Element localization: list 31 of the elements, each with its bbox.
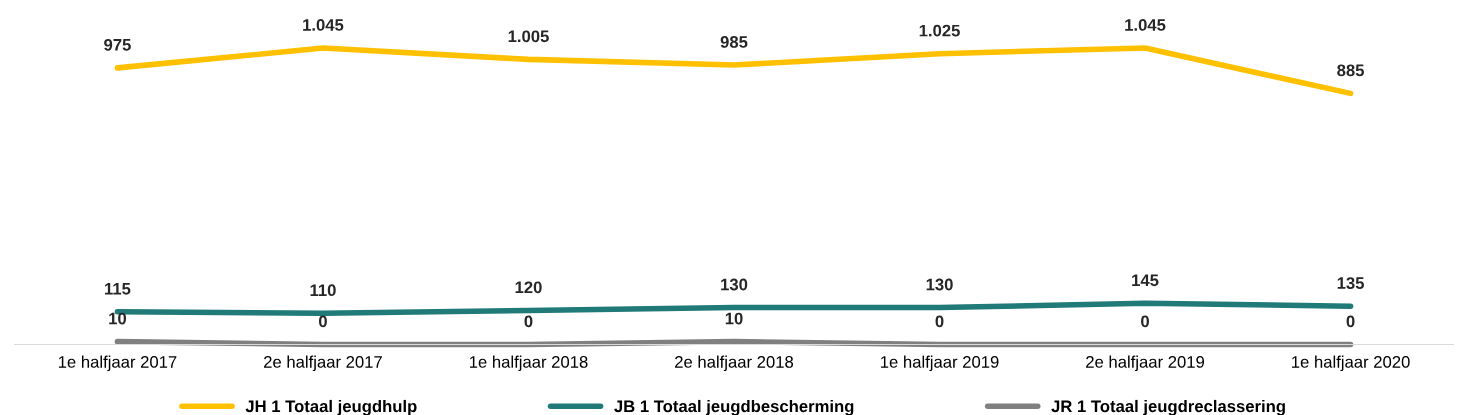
x-tick-label: 1e halfjaar 2017 bbox=[58, 355, 177, 372]
data-label: 975 bbox=[104, 38, 131, 51]
data-label: 1.045 bbox=[303, 19, 344, 31]
data-label: 120 bbox=[515, 281, 542, 294]
data-label: 0 bbox=[935, 315, 944, 328]
data-label: 1.005 bbox=[508, 30, 549, 43]
legend-label: JR 1 Totaal jeugdreclassering bbox=[1051, 399, 1285, 415]
x-tick-label: 2e halfjaar 2019 bbox=[1086, 355, 1205, 372]
data-label: 885 bbox=[1337, 64, 1364, 77]
data-label: 145 bbox=[1132, 274, 1159, 287]
x-tick-label: 2e halfjaar 2017 bbox=[264, 355, 382, 372]
data-label: 130 bbox=[926, 278, 953, 291]
data-label: 10 bbox=[109, 312, 127, 325]
data-label: 0 bbox=[524, 315, 533, 328]
data-label: 985 bbox=[720, 36, 748, 48]
legend-label: JH 1 Totaal jeugdhulp bbox=[245, 399, 417, 415]
x-tick-label: 1e halfjaar 2020 bbox=[1292, 355, 1410, 372]
data-label: 115 bbox=[105, 283, 131, 295]
data-label: 135 bbox=[1337, 277, 1364, 289]
data-label: 1.025 bbox=[919, 24, 960, 37]
data-label: 10 bbox=[725, 312, 743, 325]
legend-label: JB 1 Totaal jeugdbescherming bbox=[614, 399, 854, 415]
data-label: 0 bbox=[1141, 315, 1149, 328]
data-label: 0 bbox=[318, 315, 327, 328]
data-label: 0 bbox=[1346, 315, 1355, 328]
x-tick-label: 2e halfjaar 2018 bbox=[675, 355, 794, 372]
x-tick-label: 1e halfjaar 2018 bbox=[469, 355, 588, 372]
x-tick-label: 1e halfjaar 2019 bbox=[881, 355, 999, 372]
data-label: 130 bbox=[721, 278, 748, 291]
data-label: 1.045 bbox=[1125, 19, 1166, 31]
data-label: 110 bbox=[310, 284, 336, 297]
